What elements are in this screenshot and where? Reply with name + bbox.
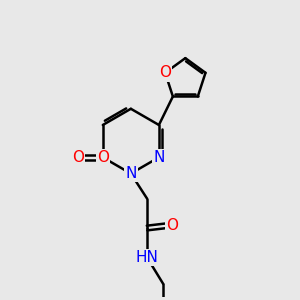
Text: O: O bbox=[97, 150, 109, 165]
Text: O: O bbox=[166, 218, 178, 232]
Text: N: N bbox=[153, 150, 165, 165]
Text: O: O bbox=[159, 65, 171, 80]
Text: O: O bbox=[72, 150, 84, 165]
Text: N: N bbox=[125, 166, 136, 181]
Text: HN: HN bbox=[136, 250, 158, 265]
